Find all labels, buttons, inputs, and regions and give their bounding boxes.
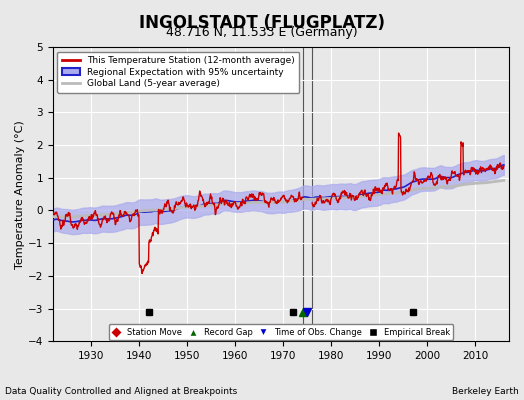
Legend: Station Move, Record Gap, Time of Obs. Change, Empirical Break: Station Move, Record Gap, Time of Obs. C… [108, 324, 453, 340]
Text: INGOLSTADT (FLUGPLATZ): INGOLSTADT (FLUGPLATZ) [139, 14, 385, 32]
Y-axis label: Temperature Anomaly (°C): Temperature Anomaly (°C) [15, 120, 25, 268]
Text: Berkeley Earth: Berkeley Earth [452, 387, 519, 396]
Text: Data Quality Controlled and Aligned at Breakpoints: Data Quality Controlled and Aligned at B… [5, 387, 237, 396]
Text: 48.716 N, 11.533 E (Germany): 48.716 N, 11.533 E (Germany) [166, 26, 358, 39]
